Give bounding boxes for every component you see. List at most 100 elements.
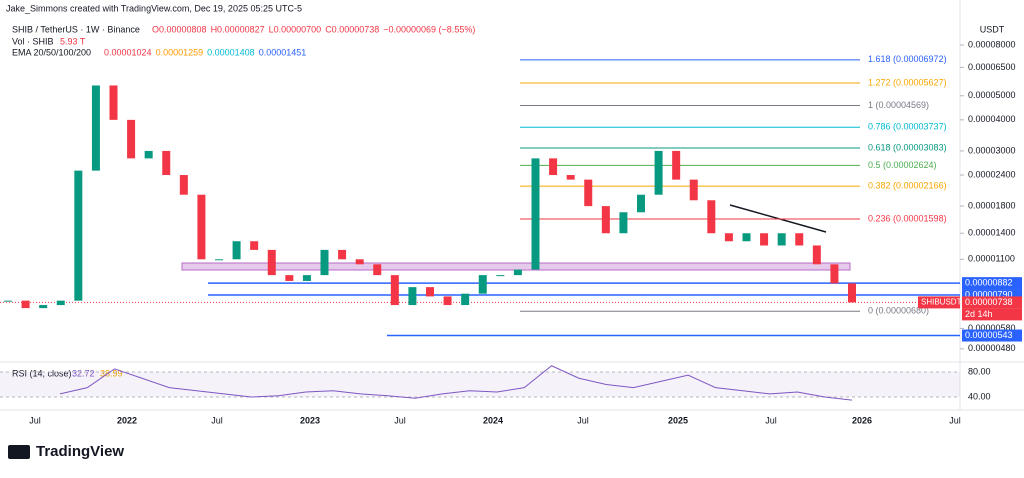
fib-label: 0.5 (0.00002624) [868,160,937,170]
fib-label: 0.618 (0.00003083) [868,142,947,152]
ohlc-high: H0.00000827 [211,24,265,34]
ema-value: 0.00001259 [156,47,204,57]
candle [707,200,716,234]
symbol: SHIB / TetherUS · 1W · Binance [12,24,140,34]
symbol-tag [918,296,960,309]
rsi-value: 32.72 [72,368,95,378]
logo: TradingView [8,443,124,460]
candle [390,275,399,306]
candle [426,287,434,297]
candle [302,275,311,281]
x-tick-label: Jul [394,415,406,425]
x-tick-label: Jul [949,415,961,425]
candle [197,194,206,260]
y-tick-label: 0.00000480 [968,343,1016,353]
symbol-tag-label: SHIBUSDT [921,298,962,307]
candle [566,175,575,180]
candle [795,233,804,246]
candle [812,245,821,265]
unit: USDT [980,24,1005,34]
x-tick-label: 2026 [852,415,872,425]
candle [232,241,241,260]
countdown: 2d 14h [965,309,993,319]
candle [250,241,259,250]
y-tick-label: 0.00008000 [968,39,1016,49]
candle [601,206,610,234]
rsi-tick-label: 80.00 [968,366,991,376]
x-tick-label: 2024 [483,415,503,425]
candle [549,158,558,176]
candle [4,300,12,302]
x-tick-label: Jul [577,415,589,425]
fib-label: 1.618 (0.00006972) [868,54,947,64]
price-tag-label: 0.00000882 [965,278,1013,288]
fib-label: 0.382 (0.00002166) [868,180,947,190]
rsi-band [0,372,960,397]
candle [619,212,628,234]
fib-label: 0.786 (0.00003737) [868,122,947,132]
candle [637,194,645,213]
logo-text: TradingView [36,443,124,460]
candle [21,300,30,309]
y-tick-label: 0.00002400 [968,169,1016,179]
rsi-tick-label: 40.00 [968,391,991,401]
candle [830,264,839,284]
candle [267,249,276,276]
x-tick-label: 2025 [668,415,688,425]
x-tick-label: 2023 [300,415,320,425]
fib-label: 1 (0.00004569) [868,100,929,110]
candle [91,85,100,171]
vol-value: 5.93 T [60,36,86,46]
vol-label: Vol · SHIB [12,36,54,46]
y-tick-label: 0.00003000 [968,145,1016,155]
candle [39,305,48,309]
x-tick-label: 2022 [117,415,137,425]
candle [162,150,171,176]
candle [285,275,294,281]
candle [408,287,417,306]
candle [654,150,663,195]
ohlc-change: −0.00000069 (−8.55%) [383,24,475,34]
candle [461,293,470,306]
x-tick-label: Jul [765,415,777,425]
ema-value: 0.00001024 [104,47,152,57]
price-tag-label: 0.00000790 [965,289,1013,299]
candle [478,275,487,294]
ema-value: 0.00001408 [207,47,255,57]
price-tag-label: 0.00000738 [965,297,1013,307]
rsi-title: RSI (14, close) [12,368,72,378]
candle [179,175,188,195]
candle [777,233,786,246]
rsi-ma-value: 38.99 [100,368,123,378]
candle [320,249,329,276]
y-tick-label: 0.00005000 [968,90,1016,100]
price-tag [962,277,1022,290]
price-tag [962,329,1022,342]
candle [584,179,593,207]
candle [373,264,382,276]
candle [531,158,540,270]
candle [56,300,65,306]
fib-label: 1.272 (0.00005627) [868,77,947,87]
y-tick-label: 0.00004000 [968,114,1016,124]
zone-box [181,262,851,271]
candle [513,269,522,276]
countdown-tag [962,308,1022,321]
rsi-line [59,365,853,401]
logo-mark [8,445,30,459]
ema-value: 0.00001451 [259,47,307,57]
candle [742,233,751,242]
candle [215,259,223,261]
x-tick-label: Jul [211,415,223,425]
y-tick-label: 0.00000580 [968,323,1016,333]
candle [689,179,698,201]
price-tag [962,296,1022,309]
ohlc-close: C0.00000738 [325,24,379,34]
candle [74,170,83,301]
candle [848,283,856,303]
candle [109,85,118,120]
fib-label: 0 (0.00000680) [868,306,929,316]
